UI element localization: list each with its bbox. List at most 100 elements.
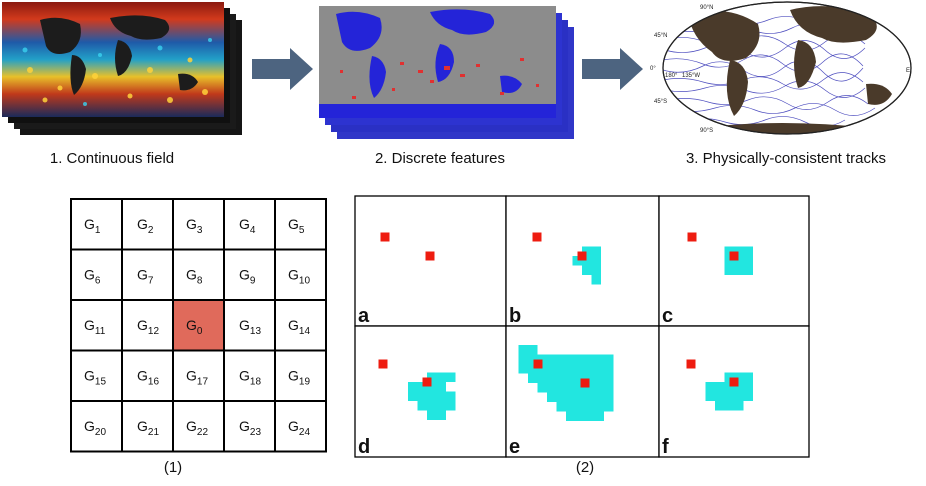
- grid-cell-label: G20: [84, 418, 106, 438]
- grid-cell-G17: [172, 349, 225, 402]
- seed-pixel: [686, 359, 696, 369]
- grid-cell-label: G7: [137, 267, 154, 287]
- step-3-label: 3. Physically-consistent tracks: [686, 150, 886, 167]
- grid-cell-label: G16: [137, 368, 159, 388]
- region-cell: [556, 402, 614, 412]
- panel-letter: c: [662, 305, 673, 327]
- region-cell: [408, 391, 456, 401]
- map-label-135w: 135°W: [682, 73, 700, 79]
- grid-cell-G7: [121, 248, 174, 301]
- region-cell: [724, 246, 753, 256]
- panel-f: f: [658, 325, 810, 458]
- region-cell: [582, 265, 601, 275]
- panels-caption: (2): [576, 459, 594, 476]
- region-cell: [417, 401, 456, 411]
- grid-cell-label: G14: [288, 317, 310, 337]
- grid-cell-label: G21: [137, 418, 159, 438]
- region-cell: [582, 246, 601, 256]
- panel-c: c: [658, 195, 810, 327]
- panel-letter: d: [358, 436, 370, 458]
- region-cell: [408, 382, 446, 392]
- map-label-45n: 45°N: [654, 33, 667, 39]
- grid-cell-label: G4: [239, 216, 256, 236]
- panel-letter: e: [509, 436, 520, 458]
- panel-letter: b: [509, 305, 521, 327]
- region-cell: [518, 345, 538, 355]
- seed-pixel: [687, 232, 697, 242]
- grid-cell-G22: [172, 400, 225, 453]
- grid-cell-label: G5: [288, 216, 305, 236]
- region-cell: [705, 382, 753, 392]
- seed-pixel: [532, 232, 542, 242]
- map-gridline-labels: 90°N 45°N 0° 45°S 90°S 180° 135°W E: [650, 5, 910, 134]
- map-label-0: 0°: [650, 66, 656, 72]
- seed-pixel: [378, 359, 388, 369]
- grid-cell-label: G19: [288, 368, 310, 388]
- tracks-map: 90°N 45°N 0° 45°S 90°S 180° 135°W E: [650, 1, 912, 135]
- region-cell: [724, 256, 753, 266]
- grid-cell-label: G0: [186, 317, 203, 337]
- region-cell: [705, 391, 753, 401]
- grid-cell-label: G1: [84, 216, 101, 236]
- panel-b: b: [505, 195, 660, 327]
- seed-pixel: [729, 377, 739, 387]
- continent-silhouettes: [40, 15, 198, 95]
- map-label-45s: 45°S: [654, 99, 667, 105]
- grid-cell-label: G10: [288, 267, 310, 287]
- continuous-field-map: [2, 2, 242, 135]
- arrow-2-to-3-icon: [582, 48, 643, 90]
- grid-cell-label: G23: [239, 418, 261, 438]
- map-label-180: 180°: [665, 73, 678, 79]
- grid-cell-label: G15: [84, 368, 106, 388]
- panel-letter: a: [358, 305, 370, 327]
- grid-cell-G24: [274, 400, 327, 453]
- step-2-label: 2. Discrete features: [375, 150, 505, 167]
- seed-pixel: [729, 251, 739, 261]
- map-label-90n: 90°N: [700, 5, 713, 11]
- neighborhood-grid: G1 G2 G3 G4 G5 G6 G7 G8 G9 G10 G11 G12 G0 G13 G14 G15 G1…: [70, 198, 327, 453]
- region-cell: [724, 265, 753, 275]
- region-cell: [518, 364, 614, 374]
- panel-letter: f: [662, 436, 669, 458]
- region-cell: [566, 411, 604, 421]
- grid-cell-G14: [274, 299, 327, 352]
- region-cell: [427, 410, 446, 420]
- seed-pixel: [380, 232, 390, 242]
- continents: [688, 6, 892, 134]
- region-cell: [427, 372, 456, 382]
- grid-cell-label: G13: [239, 317, 261, 337]
- grid-cell-label: G22: [186, 418, 208, 438]
- grid-cell-G21: [121, 400, 174, 453]
- region-cell: [572, 256, 601, 266]
- panel-e: e: [505, 325, 660, 458]
- grid-cell-label: G18: [239, 368, 261, 388]
- grid-cell-label: G6: [84, 267, 101, 287]
- region-cell: [715, 401, 744, 411]
- grid-cell-label: G8: [186, 267, 203, 287]
- region-cell: [591, 275, 601, 285]
- step-1-label: 1. Continuous field: [50, 150, 174, 167]
- grid-cell-G12: [121, 299, 174, 352]
- map-label-e: E: [906, 68, 910, 74]
- region-growing-panels: a b c d e f: [354, 195, 810, 458]
- panel-a: a: [354, 195, 507, 327]
- region-cell: [537, 383, 614, 393]
- discrete-features-map: [319, 6, 574, 139]
- grid-cell-label: G2: [137, 216, 154, 236]
- grid-cell-label: G17: [186, 368, 208, 388]
- map-label-90s: 90°S: [700, 128, 713, 134]
- panel-d: d: [354, 325, 507, 458]
- grid-cell-label: G9: [239, 267, 256, 287]
- grid-cell-label: G11: [84, 317, 106, 337]
- region-cell: [518, 354, 614, 364]
- grid-cell-label: G12: [137, 317, 159, 337]
- region-cell: [547, 392, 614, 402]
- seed-pixel: [580, 378, 590, 388]
- grid-cell-label: G3: [186, 216, 203, 236]
- region-cell: [724, 372, 753, 382]
- grid-cell-label: G24: [288, 418, 310, 438]
- region-cell: [528, 373, 614, 383]
- seed-pixel: [533, 359, 543, 369]
- seed-pixel: [425, 251, 435, 261]
